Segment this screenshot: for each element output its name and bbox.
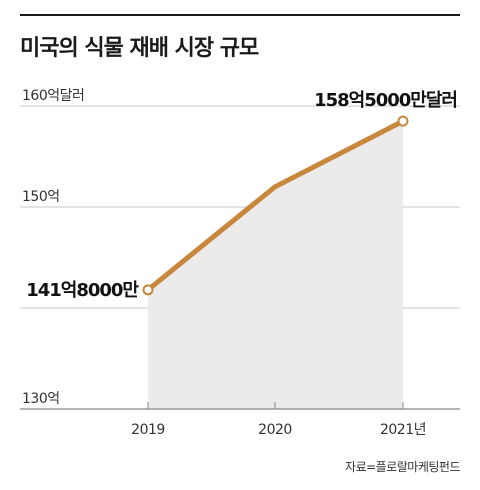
area-fill: [148, 121, 403, 410]
data-label: 141억8000만: [26, 280, 139, 301]
y-tick-label: 130억: [22, 391, 60, 407]
series-line: [145, 118, 406, 293]
data-labels: 141억8000만 158억5000만달러: [26, 90, 458, 301]
source-note: 자료=플로랄마케팅펀드: [345, 460, 460, 474]
y-tick-label: 160억달러: [22, 88, 84, 104]
top-rule: [20, 14, 460, 16]
area-layer: [148, 121, 403, 410]
data-point-marker: [142, 284, 154, 296]
chart: 160억달러 150억 130억 2019 2020 2021년 141억8000만 15…: [20, 88, 460, 438]
x-tick-label: 2020: [258, 422, 292, 438]
x-tick-label: 2021년: [380, 422, 426, 438]
x-tick-label: 2019: [131, 422, 165, 438]
y-tick-labels: 160억달러 150억 130억: [22, 88, 85, 407]
series-layer: [142, 115, 409, 296]
chart-title: 미국의 식물 재배 시장 규모: [20, 36, 259, 61]
data-label: 158억5000만달러: [314, 90, 457, 111]
x-axis: 2019 2020 2021년: [20, 402, 460, 438]
y-tick-label: 150억: [22, 189, 60, 205]
data-point-marker: [397, 115, 409, 127]
